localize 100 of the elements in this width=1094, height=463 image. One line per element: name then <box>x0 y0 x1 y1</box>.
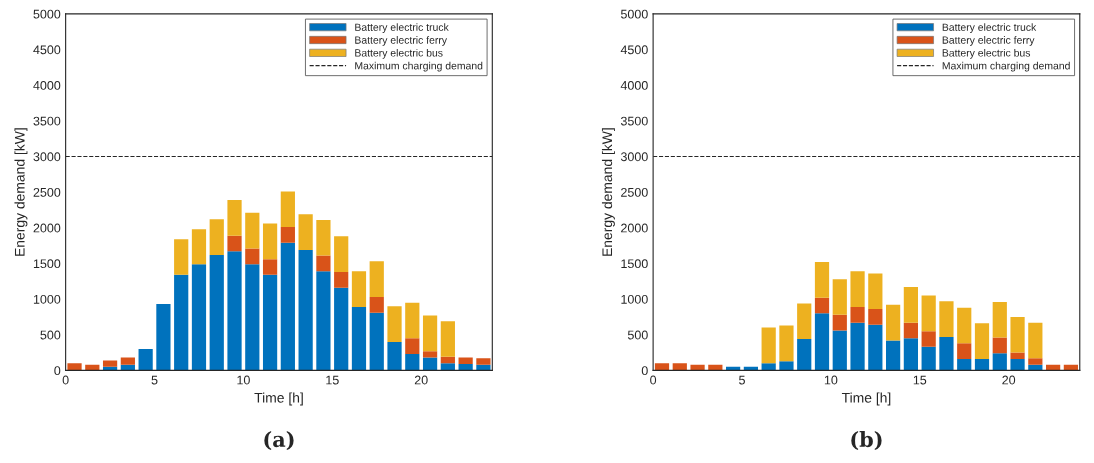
bar <box>458 357 473 364</box>
text: (a) <box>264 431 294 451</box>
bar <box>262 274 278 371</box>
bar <box>779 361 794 371</box>
bar <box>1010 358 1025 371</box>
bar <box>814 313 830 371</box>
bar <box>992 353 1007 371</box>
bar <box>476 364 491 371</box>
y-tick-label: 2500 <box>33 187 61 197</box>
bar <box>1028 358 1043 365</box>
y-tick-label: 5000 <box>33 9 61 19</box>
x-tick-label: 0 <box>650 375 657 385</box>
bar <box>262 259 278 275</box>
bar <box>156 304 171 371</box>
legend-label: Battery electric ferry <box>355 36 447 46</box>
bar <box>67 363 82 371</box>
bar <box>334 272 349 288</box>
legend-label: Battery electric ferry <box>942 36 1035 46</box>
bar <box>440 321 455 357</box>
bar <box>868 309 883 325</box>
bar <box>832 314 847 331</box>
bar <box>138 349 153 371</box>
bar <box>209 219 224 255</box>
x-tick-label: 0 <box>62 375 69 385</box>
y-tick-label: 2000 <box>33 223 61 233</box>
y-axis-title: Energy demand [kW] <box>601 128 615 256</box>
y-tick-label: 3500 <box>33 116 61 126</box>
bar <box>761 363 776 371</box>
bar <box>974 323 990 359</box>
legend-label: Battery electric truck <box>355 23 449 33</box>
bar <box>227 199 242 236</box>
bar <box>903 338 918 371</box>
bar <box>387 341 402 371</box>
bar <box>939 336 954 371</box>
y-tick-label: 1500 <box>33 259 61 269</box>
bar <box>832 330 847 371</box>
bar <box>957 358 972 371</box>
bar <box>227 251 242 371</box>
y-tick-label: 4500 <box>33 45 61 55</box>
bar <box>992 337 1007 354</box>
legend-label: Maximum charging demand <box>355 61 483 72</box>
bar <box>797 303 812 340</box>
bar <box>245 248 260 265</box>
bar <box>174 274 189 371</box>
bar <box>298 249 313 371</box>
x-tick-label: 5 <box>151 375 158 385</box>
bar <box>1010 316 1025 353</box>
bar <box>814 297 830 314</box>
y-tick-label: 1000 <box>621 294 648 304</box>
x-tick-label: 20 <box>414 375 428 385</box>
bar <box>369 296 384 313</box>
y-tick-label: 2500 <box>621 187 648 197</box>
bar <box>476 358 491 365</box>
bar <box>921 346 936 371</box>
bar <box>886 340 901 371</box>
bar <box>422 357 438 371</box>
x-tick-label: 15 <box>326 375 339 385</box>
bar <box>191 229 207 265</box>
y-tick-label: 3000 <box>33 152 61 162</box>
bar <box>939 301 954 337</box>
bar <box>850 271 865 307</box>
bar <box>850 306 865 323</box>
bar <box>351 271 367 307</box>
x-tick-label: 15 <box>913 375 927 385</box>
x-tick-label: 10 <box>237 375 250 385</box>
y-tick-label: 2000 <box>621 223 648 233</box>
bar <box>440 363 455 371</box>
bar <box>227 235 242 252</box>
bar <box>672 363 687 371</box>
bar <box>654 363 670 371</box>
bar <box>903 286 918 323</box>
bar <box>387 306 402 342</box>
bar <box>174 239 189 275</box>
y-tick-label: 500 <box>40 330 61 340</box>
bar <box>814 262 830 298</box>
bar <box>280 191 295 228</box>
bar <box>316 255 331 272</box>
y-tick-label: 4000 <box>620 80 648 90</box>
x-axis-title: Time [h] <box>254 392 303 406</box>
bar <box>440 356 455 364</box>
y-tick-label: 1500 <box>621 259 648 269</box>
bar <box>868 324 883 371</box>
bar <box>351 306 367 371</box>
y-axis-title: Energy demand [kW] <box>14 128 28 256</box>
bar <box>1028 322 1043 359</box>
bar <box>209 254 224 371</box>
bar <box>245 212 260 249</box>
text: (b) <box>851 431 882 451</box>
y-tick-label: 1000 <box>33 294 61 304</box>
bar <box>761 327 776 364</box>
bar <box>957 307 972 344</box>
bar <box>334 287 349 371</box>
y-tick-label: 5000 <box>620 9 648 19</box>
y-tick-label: 4000 <box>33 80 61 90</box>
bar <box>102 360 118 367</box>
y-tick-label: 3000 <box>620 152 648 162</box>
bar <box>120 357 135 365</box>
x-axis-title: Time [h] <box>841 392 891 406</box>
bar <box>191 264 207 371</box>
y-tick-label: 0 <box>54 366 61 376</box>
